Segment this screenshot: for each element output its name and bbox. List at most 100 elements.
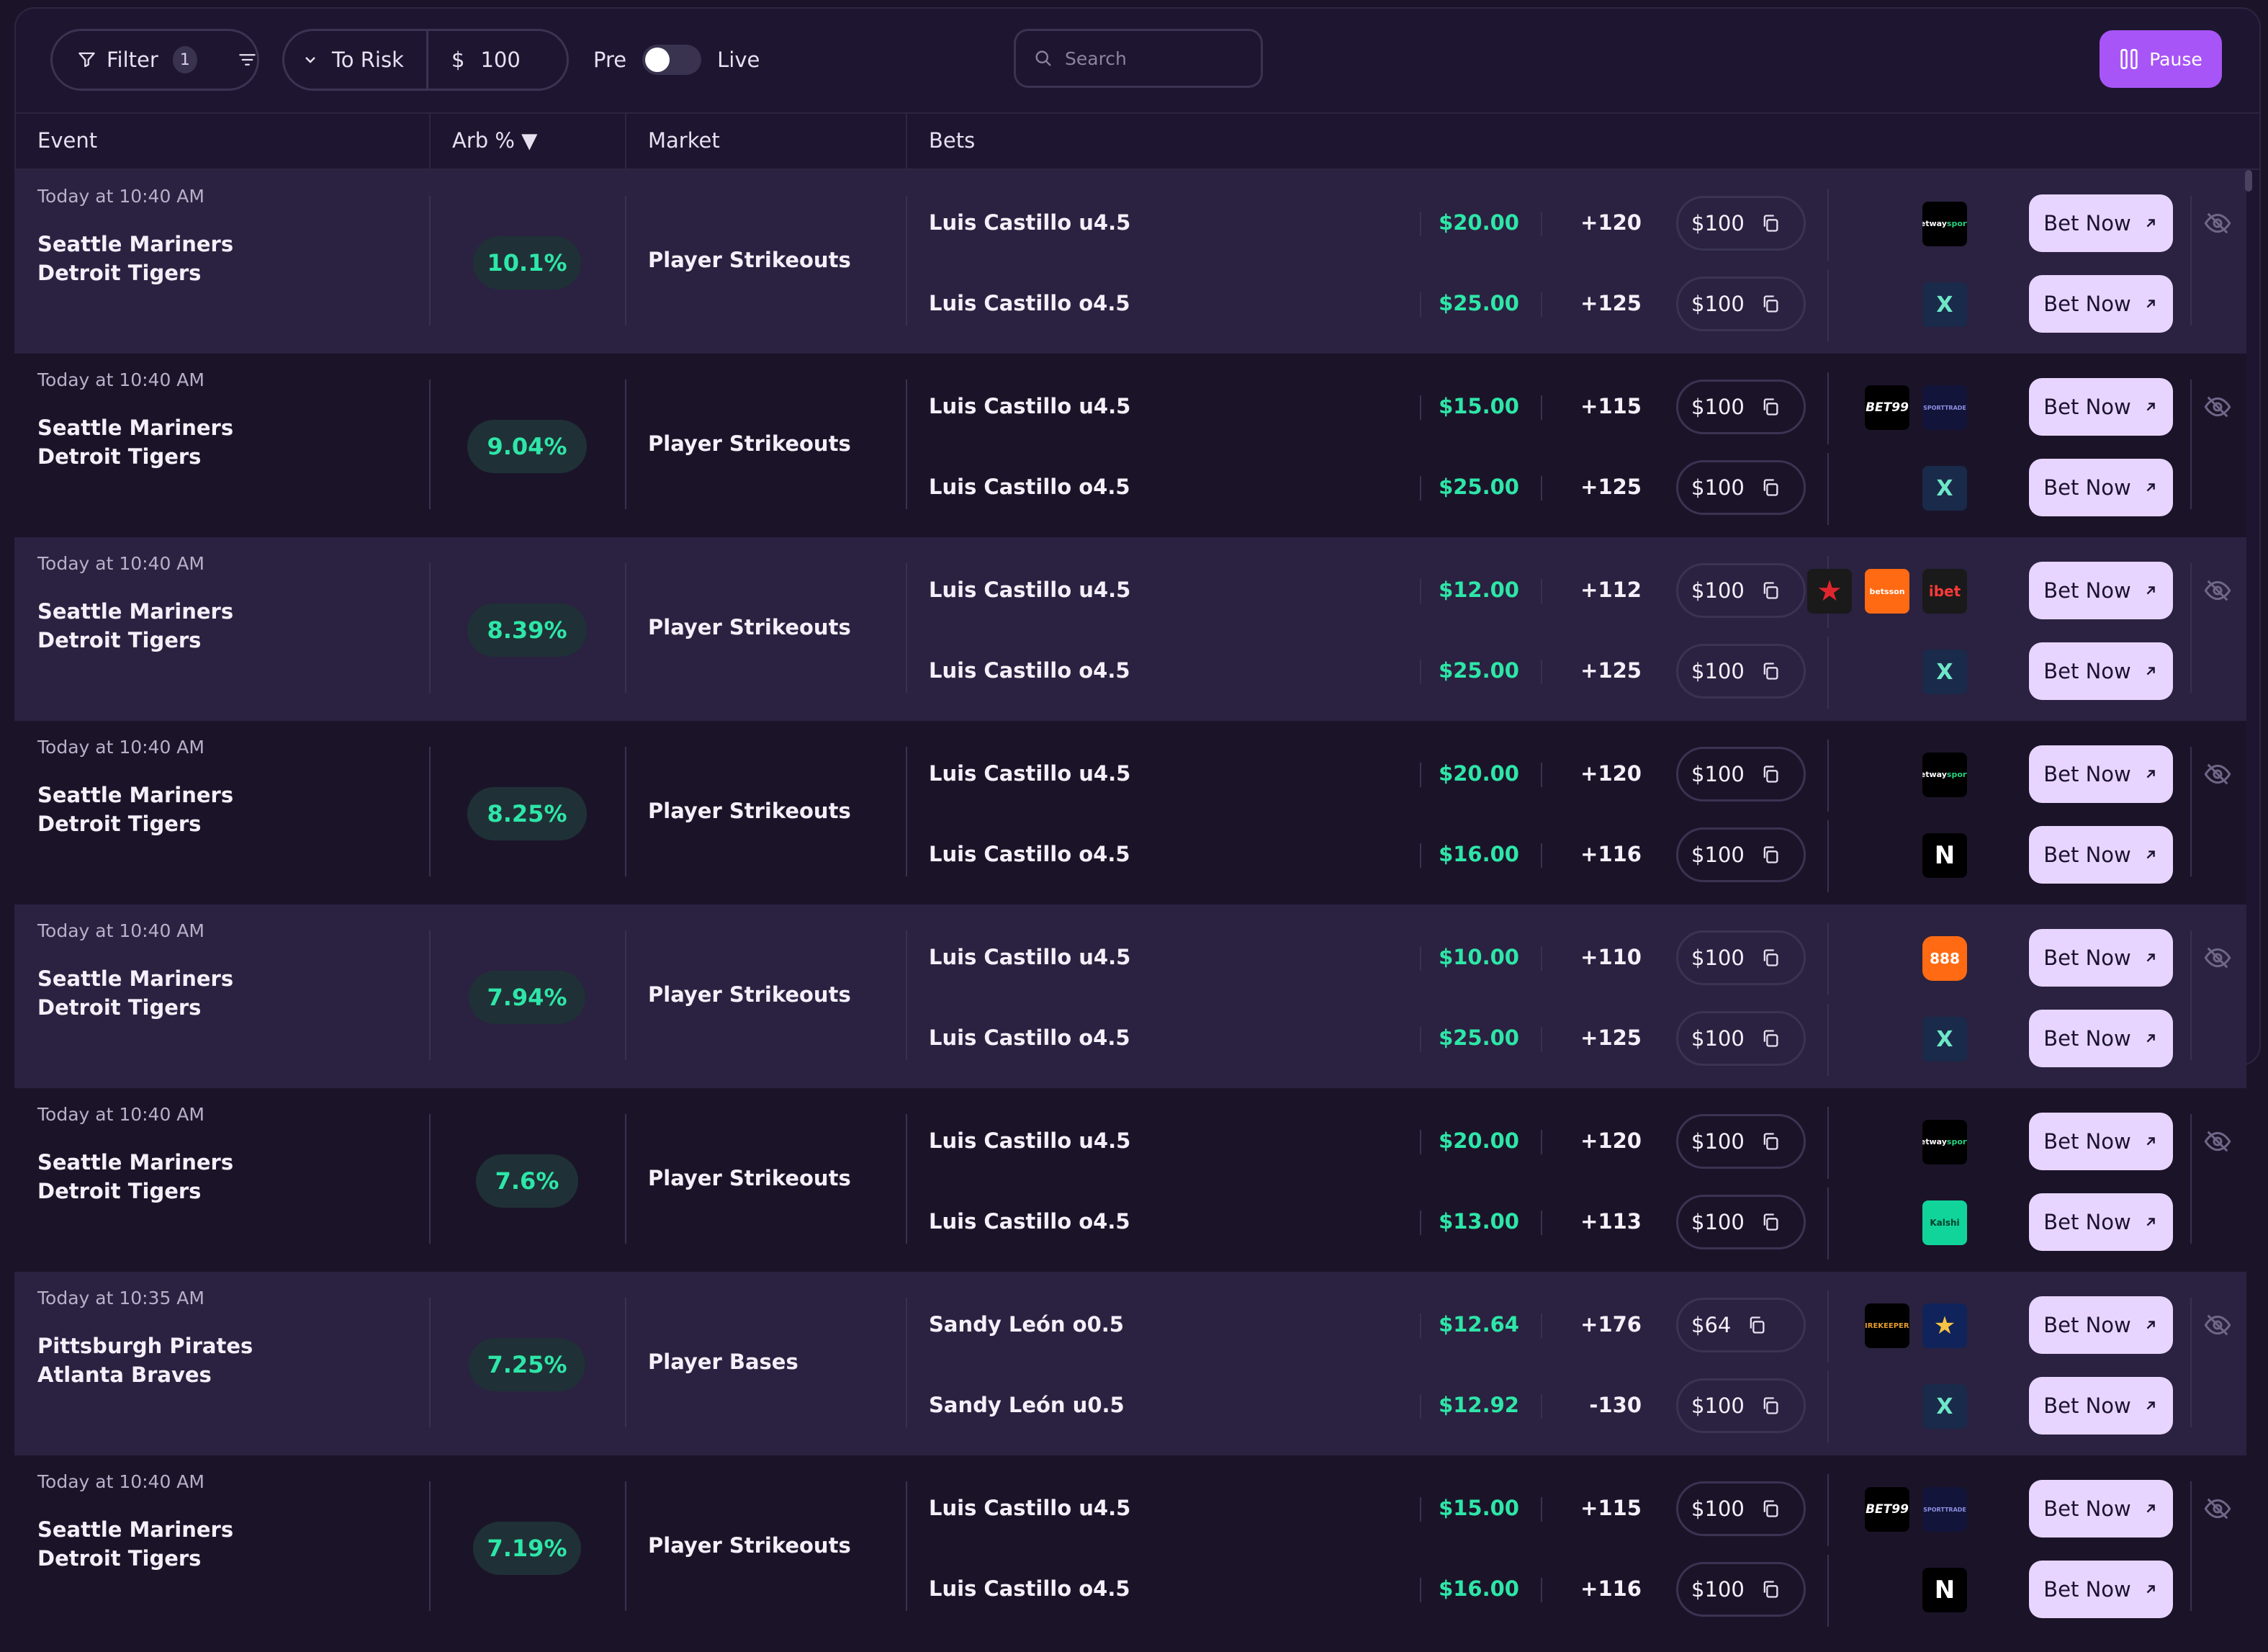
bet-amount-field[interactable]: $100 <box>1676 1195 1806 1249</box>
bet-now-button[interactable]: Bet Now <box>2029 459 2173 516</box>
bet-amount-field[interactable]: $100 <box>1676 380 1806 434</box>
bet-amount-field[interactable]: $100 <box>1676 747 1806 802</box>
copy-icon[interactable] <box>1760 580 1781 601</box>
bet-selection: Luis Castillo u4.5 <box>929 1496 1131 1520</box>
copy-icon[interactable] <box>1760 397 1781 417</box>
hide-row-button[interactable] <box>2203 943 2232 975</box>
cell-divider <box>1420 579 1421 603</box>
bet-now-button[interactable]: Bet Now <box>2029 1480 2173 1537</box>
bet-now-label: Bet Now <box>2043 1026 2131 1051</box>
arb-percent-badge: 7.19% <box>473 1522 581 1575</box>
sort-lines-icon[interactable] <box>238 49 257 71</box>
bet-now-button[interactable]: Bet Now <box>2029 1377 2173 1435</box>
bet-now-button[interactable]: Bet Now <box>2029 826 2173 884</box>
copy-icon[interactable] <box>1760 1499 1781 1519</box>
bet-amount-value: $100 <box>1691 1577 1745 1602</box>
column-bets[interactable]: Bets <box>929 128 976 153</box>
column-arb[interactable]: Arb % ▼ <box>452 128 537 153</box>
search-box <box>1014 29 1263 88</box>
risk-amount-input[interactable]: $ 100 <box>428 48 521 72</box>
bet-amount-field[interactable]: $100 <box>1676 277 1806 331</box>
arb-percent-badge: 8.39% <box>467 603 587 657</box>
column-market[interactable]: Market <box>648 128 720 153</box>
search-icon <box>1035 50 1051 66</box>
bet-amount-field[interactable]: $100 <box>1676 827 1806 882</box>
copy-icon[interactable] <box>1760 1579 1781 1599</box>
bet-now-button[interactable]: Bet Now <box>2029 194 2173 252</box>
hide-row-button[interactable] <box>2203 392 2232 424</box>
cell-divider <box>1827 1188 1829 1260</box>
bet-amount-field[interactable]: $100 <box>1676 563 1806 618</box>
bet-now-button[interactable]: Bet Now <box>2029 1193 2173 1251</box>
copy-icon[interactable] <box>1760 764 1781 784</box>
bet-selection: Luis Castillo u4.5 <box>929 394 1131 418</box>
bet-amount-field[interactable]: $100 <box>1676 1011 1806 1066</box>
hide-row-button[interactable] <box>2203 209 2232 241</box>
bet-amount-value: $100 <box>1691 659 1745 683</box>
bet-now-button[interactable]: Bet Now <box>2029 1561 2173 1618</box>
bet-amount-value: $100 <box>1691 762 1745 786</box>
bet-amount-field[interactable]: $100 <box>1676 460 1806 515</box>
pre-live-toggle[interactable] <box>642 45 702 75</box>
search-input[interactable] <box>1065 48 1252 69</box>
copy-icon[interactable] <box>1760 294 1781 314</box>
copy-icon[interactable] <box>1760 661 1781 681</box>
to-risk-dropdown[interactable]: To Risk <box>284 31 428 89</box>
bet-now-button[interactable]: Bet Now <box>2029 378 2173 436</box>
arb-percent-badge: 7.94% <box>469 971 585 1024</box>
hide-row-button[interactable] <box>2203 576 2232 608</box>
cell-divider <box>1420 763 1421 787</box>
hide-row-button[interactable] <box>2203 1494 2232 1526</box>
bet-now-button[interactable]: Bet Now <box>2029 1010 2173 1067</box>
bet-line: Luis Castillo o4.5 $25.00 +125 $100 Bet … <box>929 637 2239 709</box>
to-risk-label: To Risk <box>332 48 404 72</box>
cell-divider <box>1420 1314 1421 1338</box>
bet-stake: $13.00 <box>1439 1209 1519 1234</box>
bet-now-button[interactable]: Bet Now <box>2029 929 2173 987</box>
bet-stake: $15.00 <box>1439 1496 1519 1520</box>
bet-now-button[interactable]: Bet Now <box>2029 1113 2173 1170</box>
cell-divider <box>625 930 626 1060</box>
external-arrow-icon <box>2146 1585 2155 1594</box>
copy-icon[interactable] <box>1747 1315 1767 1335</box>
bet-now-button[interactable]: Bet Now <box>2029 745 2173 803</box>
hide-row-button[interactable] <box>2203 1311 2232 1342</box>
bet-now-button[interactable]: Bet Now <box>2029 275 2173 333</box>
hide-row-button[interactable] <box>2203 1127 2232 1159</box>
bet-amount-field[interactable]: $100 <box>1676 930 1806 985</box>
bet-selection: Luis Castillo o4.5 <box>929 475 1130 499</box>
pause-button[interactable]: Pause <box>2100 30 2222 88</box>
bet-amount-field[interactable]: $100 <box>1676 1481 1806 1536</box>
event-time: Today at 10:40 AM <box>37 186 204 207</box>
bet-amount-field[interactable]: $100 <box>1676 196 1806 251</box>
copy-icon[interactable] <box>1760 1212 1781 1232</box>
copy-icon[interactable] <box>1760 845 1781 865</box>
bet-selection: Luis Castillo u4.5 <box>929 1128 1131 1153</box>
bet-amount-field[interactable]: $64 <box>1676 1298 1806 1352</box>
cell-divider <box>1541 1027 1542 1051</box>
bet-odds: +115 <box>1580 1496 1642 1520</box>
arb-percent-badge: 7.6% <box>476 1154 578 1208</box>
bet-amount-field[interactable]: $100 <box>1676 1562 1806 1617</box>
column-event[interactable]: Event <box>37 128 98 153</box>
bet-amount-field[interactable]: $100 <box>1676 644 1806 699</box>
bet-amount-field[interactable]: $100 <box>1676 1114 1806 1169</box>
copy-icon[interactable] <box>1760 1028 1781 1049</box>
bet-amount-field[interactable]: $100 <box>1676 1378 1806 1433</box>
copy-icon[interactable] <box>1760 477 1781 498</box>
bet-now-button[interactable]: Bet Now <box>2029 562 2173 619</box>
copy-icon[interactable] <box>1760 1131 1781 1152</box>
filter-button[interactable]: Filter 1 <box>50 29 259 91</box>
cell-divider <box>1420 212 1421 236</box>
hide-row-button[interactable] <box>2203 760 2232 791</box>
copy-icon[interactable] <box>1760 213 1781 233</box>
bet-now-button[interactable]: Bet Now <box>2029 642 2173 700</box>
bet-now-button[interactable]: Bet Now <box>2029 1296 2173 1354</box>
scrollbar-thumb[interactable] <box>2245 170 2252 192</box>
pause-icon <box>2120 49 2138 69</box>
cell-divider <box>906 1481 907 1611</box>
cell-divider <box>429 930 431 1060</box>
copy-icon[interactable] <box>1760 1396 1781 1416</box>
cell-divider <box>625 196 626 326</box>
copy-icon[interactable] <box>1760 948 1781 968</box>
